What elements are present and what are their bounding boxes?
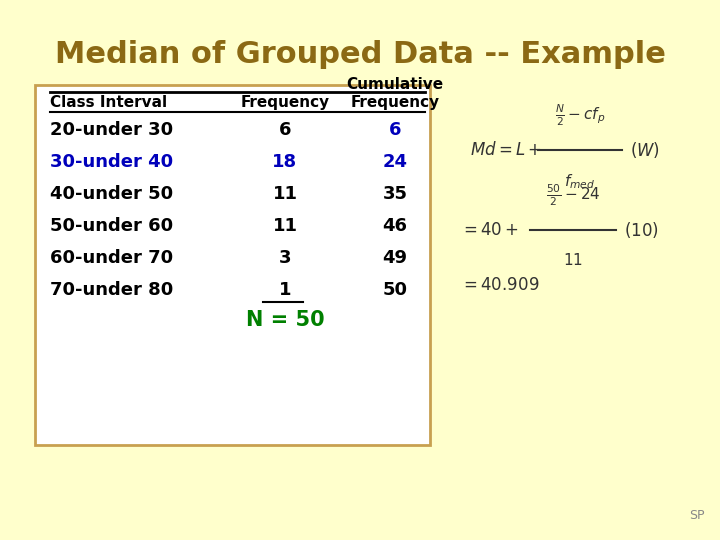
Text: Class Interval: Class Interval: [50, 95, 167, 110]
Text: $\frac{N}{2} - cf_p$: $\frac{N}{2} - cf_p$: [554, 103, 606, 128]
Text: $(W)$: $(W)$: [630, 140, 660, 160]
Text: 20-under 30: 20-under 30: [50, 121, 173, 139]
Text: 24: 24: [382, 153, 408, 171]
Bar: [35, 85, 430, 445]
Text: 11: 11: [272, 217, 297, 235]
Text: Cumulative: Cumulative: [346, 77, 444, 92]
Text: $= 40.909$: $= 40.909$: [460, 276, 539, 294]
Text: $= 40 +$: $= 40 +$: [460, 221, 519, 239]
Text: 6: 6: [279, 121, 292, 139]
Text: $Md = L +$: $Md = L +$: [470, 141, 542, 159]
Text: 40-under 50: 40-under 50: [50, 185, 173, 203]
Text: 35: 35: [382, 185, 408, 203]
Text: SP: SP: [690, 509, 705, 522]
Text: Median of Grouped Data -- Example: Median of Grouped Data -- Example: [55, 40, 665, 69]
Text: 46: 46: [382, 217, 408, 235]
Text: $f_{med}$: $f_{med}$: [564, 172, 595, 191]
Text: Frequency: Frequency: [240, 95, 330, 110]
Text: 50-under 60: 50-under 60: [50, 217, 173, 235]
Text: 1: 1: [279, 281, 292, 299]
Text: $\frac{50}{2} - 24$: $\frac{50}{2} - 24$: [546, 183, 600, 208]
Text: 60-under 70: 60-under 70: [50, 249, 173, 267]
Text: 30-under 40: 30-under 40: [50, 153, 173, 171]
Text: 49: 49: [382, 249, 408, 267]
Text: 70-under 80: 70-under 80: [50, 281, 174, 299]
Text: 6: 6: [389, 121, 401, 139]
Text: Frequency: Frequency: [351, 95, 440, 110]
Text: $(10)$: $(10)$: [624, 220, 659, 240]
Text: 18: 18: [272, 153, 297, 171]
Text: 3: 3: [279, 249, 292, 267]
Text: 50: 50: [382, 281, 408, 299]
Text: $11$: $11$: [563, 252, 583, 268]
Text: N = 50: N = 50: [246, 310, 324, 330]
Text: 11: 11: [272, 185, 297, 203]
